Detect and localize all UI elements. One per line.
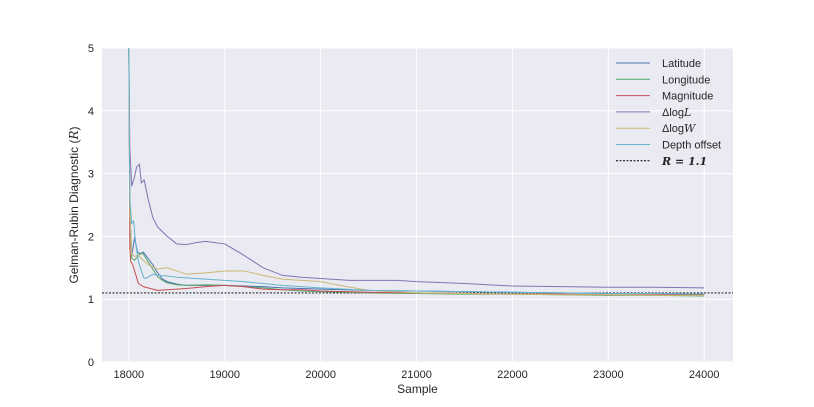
legend-entry-label: Longitude: [662, 74, 710, 86]
y-tick-label: 2: [88, 231, 94, 243]
x-tick-label: 24000: [689, 369, 720, 381]
x-tick-label: 19000: [209, 369, 240, 381]
legend-entry-label: ΔlogW: [662, 122, 697, 135]
legend-entry-label: ΔlogL: [662, 106, 691, 119]
legend: Latitude Longitude Magnitude ΔlogL ΔlogW Dept…: [616, 58, 721, 168]
y-axis-label: Gelman-Rubin Diagnostic (R): [67, 126, 81, 283]
x-axis-label: Sample: [397, 382, 438, 396]
legend-entry-label: Latitude: [662, 58, 701, 70]
y-tick-label: 0: [88, 357, 94, 369]
y-tick-label: 1: [88, 294, 94, 306]
series-line: [128, 47, 705, 296]
legend-entry-label: Magnitude: [662, 91, 713, 103]
plot-background: [102, 48, 733, 362]
x-tick-label: 21000: [401, 369, 432, 381]
x-tick-label: 23000: [593, 369, 624, 381]
series-line: [128, 47, 705, 295]
x-tick-label: 22000: [497, 369, 528, 381]
tick-labels: 18000 19000 20000 21000 22000 23000 24000 0 1 2 3 4…: [88, 43, 720, 381]
y-tick-label: 5: [88, 43, 94, 55]
series-lines: [128, 47, 705, 297]
legend-entry-label: R = 1.1: [661, 155, 707, 168]
y-tick-label: 3: [88, 169, 94, 181]
x-tick-label: 20000: [305, 369, 336, 381]
y-tick-label: 4: [88, 106, 94, 118]
grid: [102, 47, 733, 363]
x-tick-label: 18000: [114, 369, 145, 381]
legend-entry-label: Depth offset: [662, 140, 721, 152]
series-line: [128, 47, 705, 289]
